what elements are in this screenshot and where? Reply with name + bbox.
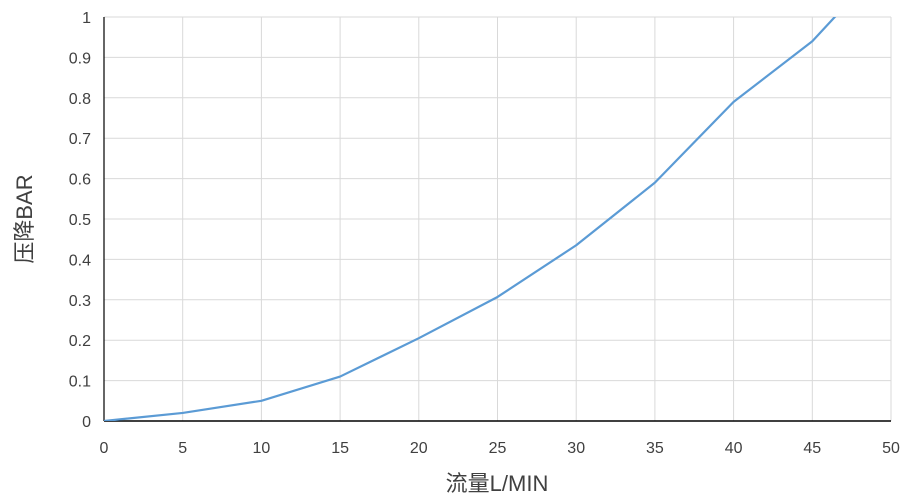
x-tick-label: 15 xyxy=(331,440,349,457)
y-tick-label: 0.6 xyxy=(69,172,91,189)
grid xyxy=(103,16,892,421)
x-tick-label: 10 xyxy=(253,440,271,457)
x-tick-label: 20 xyxy=(410,440,428,457)
x-tick-label: 30 xyxy=(567,440,585,457)
y-tick-label: 0 xyxy=(82,414,91,431)
y-tick-label: 0.1 xyxy=(69,374,91,391)
x-tick-label: 40 xyxy=(725,440,743,457)
x-tick-label: 25 xyxy=(489,440,507,457)
x-tick-label: 50 xyxy=(882,440,900,457)
y-tick-label: 0.3 xyxy=(69,293,91,310)
x-tick-label: 45 xyxy=(803,440,821,457)
y-axis-title: 压降BAR xyxy=(12,174,37,263)
x-tick-label: 5 xyxy=(178,440,187,457)
series-line xyxy=(104,17,837,421)
x-tick-label: 35 xyxy=(646,440,664,457)
y-tick-label: 0.2 xyxy=(69,333,91,350)
y-tick-label: 0.7 xyxy=(69,131,91,148)
y-tick-label: 0.8 xyxy=(69,91,91,108)
x-tick-label: 0 xyxy=(100,440,109,457)
y-tick-label: 0.4 xyxy=(69,252,91,269)
y-tick-label: 0.9 xyxy=(69,50,91,67)
y-tick-label: 1 xyxy=(82,10,91,27)
axes xyxy=(103,17,891,422)
y-tick-label: 0.5 xyxy=(69,212,91,229)
series-layer xyxy=(104,17,837,421)
x-axis-title: 流量L/MIN xyxy=(446,471,549,496)
tick-labels: 0 5 10 15 20 25 30 35 40 45 50 0 0.1 0.2 0.3 0.4 0.5 0.6 0… xyxy=(69,10,900,457)
